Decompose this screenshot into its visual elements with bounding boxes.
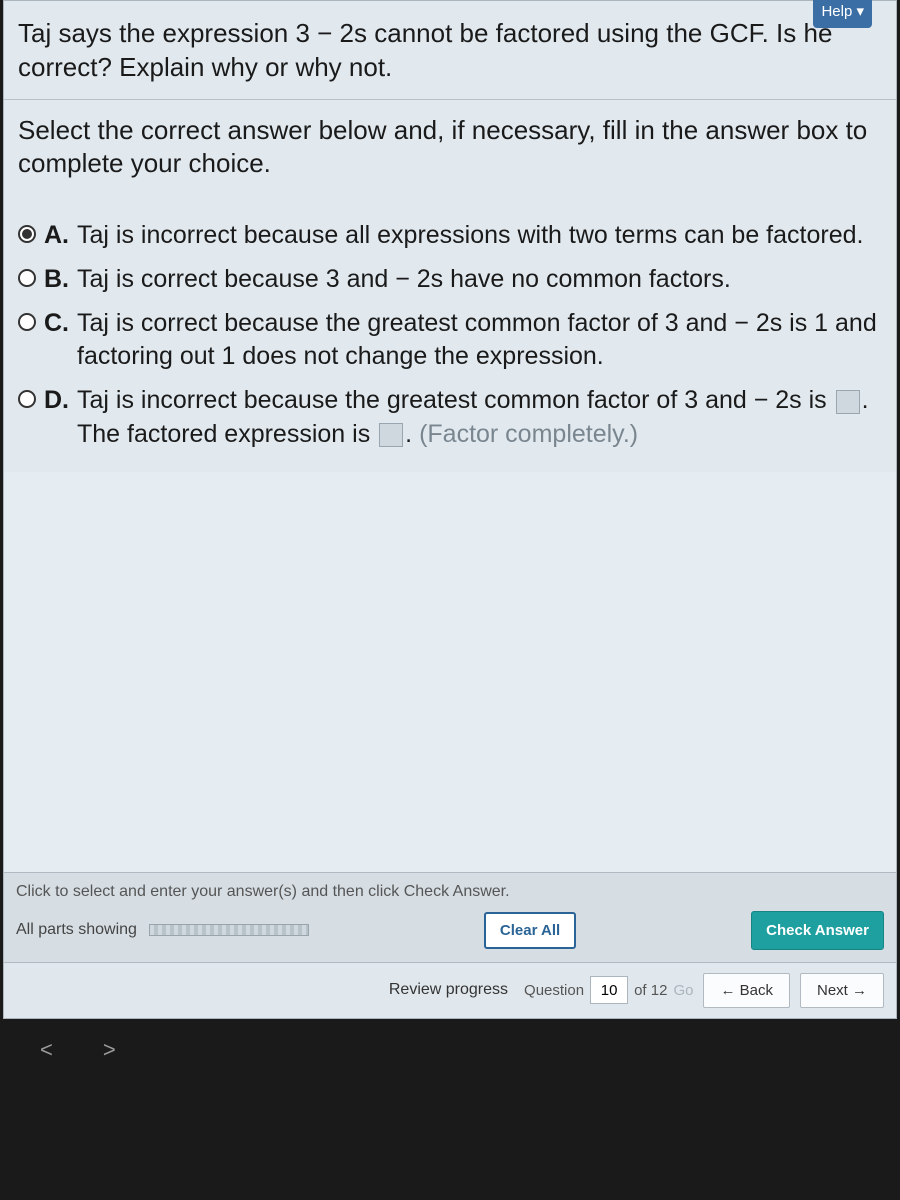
- option-b-row[interactable]: B. Taj is correct because 3 and − 2s hav…: [18, 263, 886, 297]
- option-b-label: B.: [44, 265, 69, 294]
- clear-all-button[interactable]: Clear All: [484, 912, 576, 949]
- answer-choices: A. Taj is incorrect because all expressi…: [4, 207, 896, 472]
- option-b-radio[interactable]: [18, 269, 36, 287]
- option-d-pre: Taj is incorrect because the greatest co…: [77, 386, 834, 414]
- option-c-row[interactable]: C. Taj is correct because the greatest c…: [18, 307, 886, 375]
- go-button[interactable]: Go: [673, 982, 693, 999]
- question-help-button-partial[interactable]: Help ▾: [813, 0, 872, 28]
- option-c-radio[interactable]: [18, 313, 36, 331]
- option-a-radio[interactable]: [18, 225, 36, 243]
- option-d-post: .: [405, 420, 419, 448]
- option-a-row[interactable]: A. Taj is incorrect because all expressi…: [18, 219, 886, 253]
- browser-forward-icon[interactable]: >: [103, 1037, 116, 1063]
- option-d-blank-1[interactable]: [836, 390, 860, 414]
- option-c-text: Taj is correct because the greatest comm…: [77, 307, 886, 375]
- question-prompt: Taj says the expression 3 − 2s cannot be…: [18, 17, 882, 85]
- option-a-label: A.: [44, 221, 69, 250]
- option-b-text: Taj is correct because 3 and − 2s have n…: [77, 263, 731, 297]
- next-button[interactable]: Next →: [800, 973, 884, 1008]
- footer-click-hint: Click to select and enter your answer(s)…: [16, 883, 884, 901]
- question-total: of 12: [634, 982, 667, 999]
- browser-nav-bar: < >: [0, 1019, 900, 1081]
- question-number-input[interactable]: [590, 976, 628, 1004]
- browser-back-icon[interactable]: <: [40, 1037, 53, 1063]
- parts-showing-label: All parts showing: [16, 921, 137, 939]
- back-button[interactable]: ← Back: [703, 973, 790, 1008]
- option-d-hint: (Factor completely.): [419, 420, 638, 448]
- question-header: Taj says the expression 3 − 2s cannot be…: [4, 1, 896, 100]
- footer-bar: Click to select and enter your answer(s)…: [4, 872, 896, 962]
- option-c-label: C.: [44, 309, 69, 338]
- option-d-radio[interactable]: [18, 390, 36, 408]
- option-a-text: Taj is incorrect because all expressions…: [77, 219, 863, 253]
- option-d-row[interactable]: D. Taj is incorrect because the greatest…: [18, 384, 886, 452]
- parts-progress-indicator: [149, 924, 309, 936]
- question-word: Question: [524, 982, 584, 999]
- content-spacer: [4, 472, 896, 872]
- option-d-label: D.: [44, 386, 69, 415]
- question-number-group: Question of 12 Go: [524, 976, 693, 1004]
- option-d-text: Taj is incorrect because the greatest co…: [77, 384, 886, 452]
- question-nav-bar: Review progress Question of 12 Go ← Back…: [4, 962, 896, 1018]
- check-answer-button[interactable]: Check Answer: [751, 911, 884, 950]
- option-d-blank-2[interactable]: [379, 423, 403, 447]
- parts-showing-group: All parts showing: [16, 921, 309, 939]
- review-progress-link[interactable]: Review progress: [389, 981, 508, 999]
- question-instruction: Select the correct answer below and, if …: [4, 100, 896, 208]
- quiz-panel: Taj says the expression 3 − 2s cannot be…: [3, 0, 897, 1019]
